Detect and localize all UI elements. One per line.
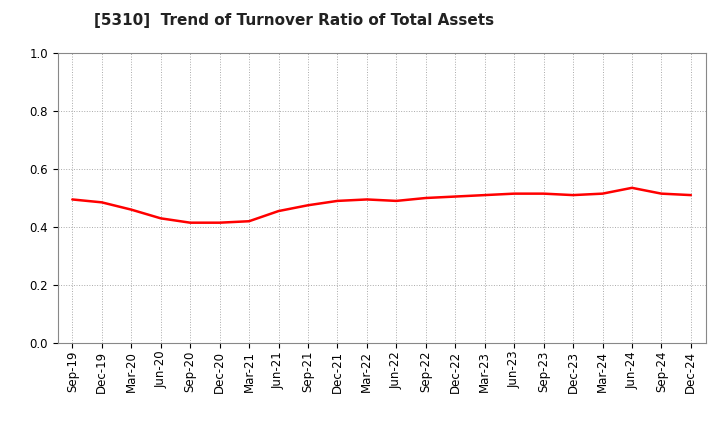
Text: [5310]  Trend of Turnover Ratio of Total Assets: [5310] Trend of Turnover Ratio of Total … — [94, 13, 494, 28]
